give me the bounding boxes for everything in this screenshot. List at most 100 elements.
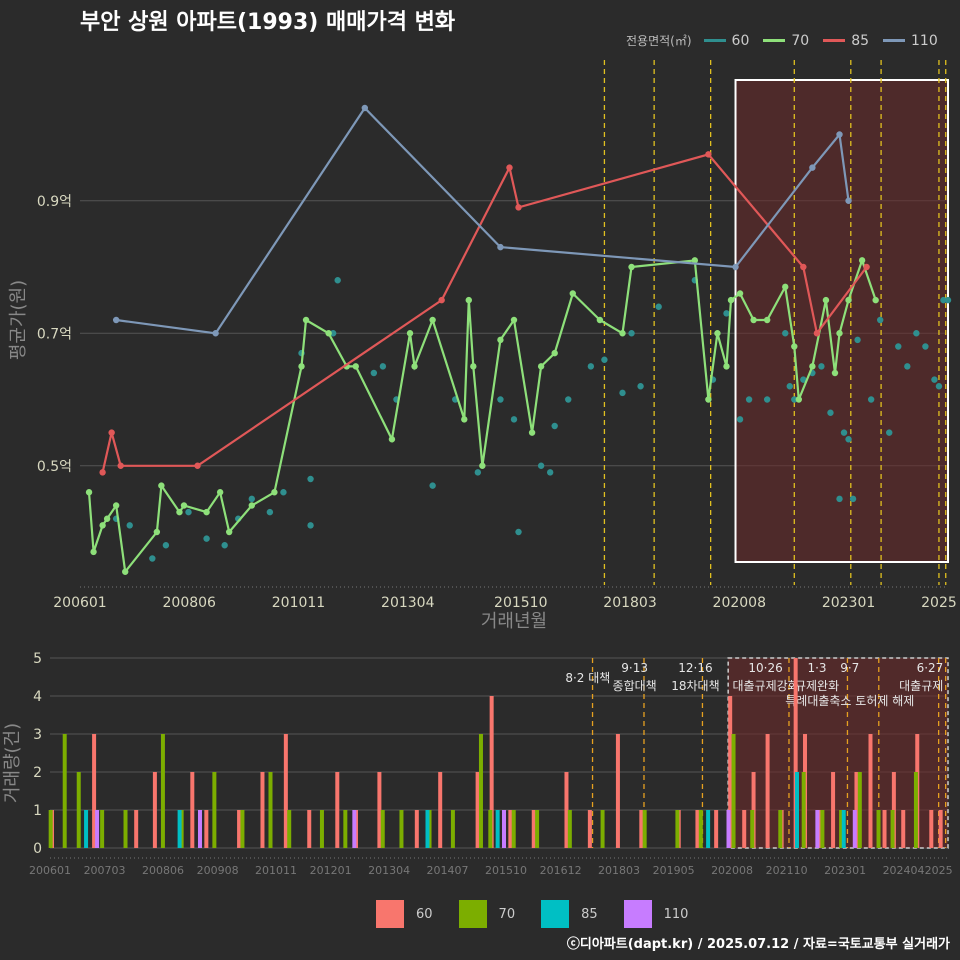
data-point-70 <box>411 363 418 370</box>
data-point-60 <box>565 396 572 403</box>
data-point-60 <box>876 316 884 324</box>
data-point-110 <box>732 263 739 271</box>
bar-y-tick-label: 1 <box>33 803 42 819</box>
bar-y-tick-label: 0 <box>33 841 42 857</box>
data-point-110 <box>845 197 852 204</box>
data-point-60 <box>601 356 608 363</box>
bar-legend-item-60: 60 <box>376 900 433 928</box>
data-point-70 <box>858 257 866 264</box>
data-point-70 <box>497 336 504 344</box>
data-point-60 <box>886 429 893 436</box>
data-point-70 <box>795 396 803 403</box>
bar-60 <box>882 810 887 848</box>
data-point-70 <box>714 330 721 337</box>
bar-70 <box>890 810 895 848</box>
data-point-60 <box>745 396 753 403</box>
bar-70 <box>801 772 806 848</box>
bar-x-tick-label: 201011 <box>255 864 297 877</box>
data-point-85 <box>515 204 522 211</box>
bar-60 <box>695 810 700 848</box>
bar-60 <box>868 734 873 848</box>
data-point-110 <box>361 104 369 112</box>
bar-legend-swatch-110 <box>623 900 652 928</box>
y-tick-label: 0.7억 <box>37 326 72 342</box>
data-point-70 <box>352 363 359 370</box>
data-point-60 <box>126 522 133 529</box>
x-tick-label: 201011 <box>272 595 325 611</box>
data-point-60 <box>329 330 337 337</box>
legend-item-85: 85 <box>823 33 869 49</box>
data-point-60 <box>379 363 387 370</box>
bar-110 <box>852 810 857 848</box>
bar-legend-swatch-60 <box>376 900 404 928</box>
policy-label-text: 특례대출축소 토허제 해제 <box>785 694 914 708</box>
data-point-60 <box>587 363 595 370</box>
data-point-70 <box>809 363 816 370</box>
bar-60 <box>260 772 265 848</box>
bar-legend-label-85: 85 <box>581 906 598 922</box>
policy-label-date: 9·7 <box>840 661 859 675</box>
bar-60 <box>237 810 242 848</box>
bar-highlight-box <box>727 657 949 849</box>
data-point-70 <box>691 257 699 264</box>
bar-85 <box>84 810 89 848</box>
data-point-60 <box>791 396 798 403</box>
bar-x-tick-label: 202301 <box>824 864 866 877</box>
data-point-60 <box>429 482 436 489</box>
data-point-60 <box>723 310 730 317</box>
y-tick-label: 0.9억 <box>37 194 72 210</box>
x-tick-label: 202301 <box>822 595 875 611</box>
x-tick-label: 200806 <box>163 595 217 611</box>
data-point-70 <box>99 522 106 529</box>
data-point-70 <box>388 436 396 443</box>
policy-label-text: 종합대책 <box>613 678 657 693</box>
bar-legend-label-60: 60 <box>416 906 433 922</box>
bar-70 <box>750 810 755 848</box>
bar-60 <box>475 772 480 848</box>
data-point-70 <box>225 528 233 536</box>
data-point-60 <box>827 409 834 416</box>
bar-legend-swatch-85 <box>541 900 570 928</box>
data-point-70 <box>461 416 468 423</box>
data-point-60 <box>904 363 911 370</box>
data-point-70 <box>180 502 188 509</box>
bar-60 <box>190 772 195 848</box>
bar-60 <box>765 734 770 848</box>
data-point-60 <box>913 330 920 337</box>
bar-60 <box>414 810 419 848</box>
data-point-60 <box>763 396 771 403</box>
bar-70 <box>427 810 432 848</box>
policy-label-text: 8·2 대책 <box>565 670 610 685</box>
bar-70 <box>268 772 273 848</box>
data-point-60 <box>849 495 857 503</box>
policy-label-date: 9·13 <box>621 661 648 675</box>
data-point-85 <box>194 462 201 469</box>
bar-70 <box>160 734 165 848</box>
data-point-60 <box>307 522 314 529</box>
legend-item-70: 70 <box>763 33 809 49</box>
data-point-70 <box>510 316 518 324</box>
bar-legend-label-110: 110 <box>663 906 689 922</box>
data-point-85 <box>108 429 115 436</box>
data-point-70 <box>429 316 436 324</box>
data-point-60 <box>370 369 378 377</box>
bar-70 <box>600 810 605 848</box>
bar-60 <box>615 734 620 848</box>
bar-60 <box>742 810 747 848</box>
data-point-70 <box>158 482 165 489</box>
data-point-85 <box>117 462 124 469</box>
bar-70 <box>287 810 292 848</box>
data-point-60 <box>782 330 789 337</box>
bar-x-tick-label: 201201 <box>310 864 352 877</box>
data-point-70 <box>406 330 414 337</box>
bar-y-tick-label: 4 <box>33 689 42 705</box>
data-point-60 <box>818 363 825 370</box>
bar-60 <box>639 810 644 848</box>
legend-swatch-70 <box>763 39 786 42</box>
data-point-110 <box>212 330 219 337</box>
policy-label-text: 규제완화 <box>795 679 839 693</box>
legend-swatch-60 <box>703 39 726 42</box>
bar-70 <box>511 810 516 848</box>
bar-60 <box>564 772 569 848</box>
data-point-60 <box>931 376 938 383</box>
